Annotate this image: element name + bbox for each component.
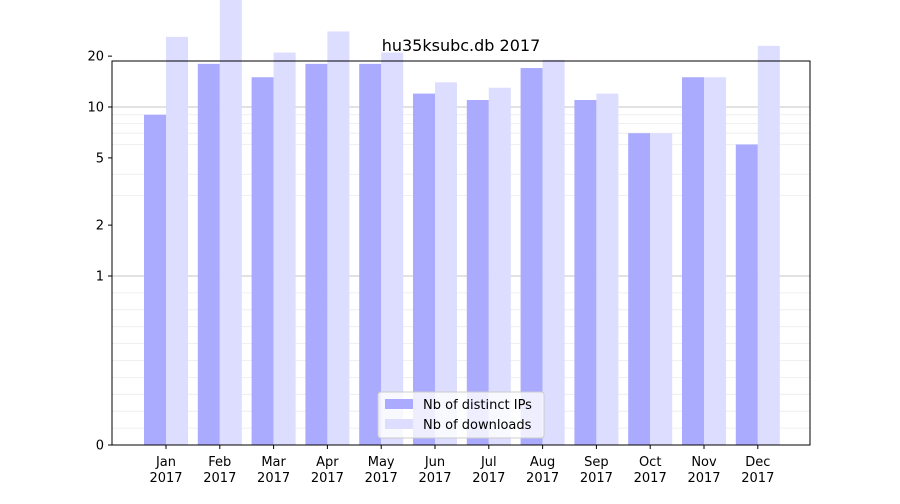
axes: 0125102050100Jan2017Feb2017Mar2017Apr201… [87,50,811,486]
y-tick-label: 5 [96,151,104,166]
legend-label: Nb of distinct IPs [423,398,532,413]
bar-distinct-ips [197,63,220,445]
legend-box [377,391,545,439]
bar-downloads [757,45,780,446]
bar-distinct-ips [359,63,382,445]
bar-distinct-ips [144,114,166,445]
bar-downloads [327,31,350,445]
bar-downloads [542,59,565,446]
bar-downloads [488,87,511,445]
x-tick-label: Feb 2017 [203,455,236,486]
legend-swatch [385,419,413,429]
x-tick-label: Jun 2017 [418,455,451,486]
plot-frame [111,60,811,446]
bar-distinct-ips [682,77,704,446]
y-tick-label: 2 [96,219,104,234]
bar-distinct-ips [305,63,328,445]
bar-downloads [219,0,242,445]
bar-downloads [166,36,188,445]
x-tick-label: Oct 2017 [634,455,667,486]
bars [144,0,780,446]
bar-downloads [273,52,296,445]
x-tick-label: Mar 2017 [257,455,290,486]
x-tick-label: Aug 2017 [526,455,559,486]
x-tick-label: May 2017 [365,455,398,486]
y-tick-label: 20 [87,50,104,65]
bar-downloads [596,93,619,445]
bar-distinct-ips [520,68,543,445]
bar-distinct-ips [413,93,435,445]
bar-distinct-ips [735,144,758,445]
bar-downloads [704,77,726,446]
x-tick-label: Jan 2017 [149,455,182,486]
bar-downloads [650,133,673,445]
legend-label: Nb of downloads [423,418,532,433]
bar-distinct-ips [574,100,597,445]
legend: Nb of distinct IPs Nb of downloads [377,391,545,439]
chart-title: hu35ksubc.db 2017 [382,36,541,55]
x-tick-label: Nov 2017 [687,455,720,486]
x-tick-label: Apr 2017 [311,455,344,486]
x-tick-label: Jul 2017 [472,455,505,486]
x-tick-label: Dec 2017 [741,455,774,486]
bar-downloads [381,52,404,445]
y-tick-label: 10 [87,101,104,116]
bar-distinct-ips [628,133,651,445]
y-tick-label: 1 [96,270,104,285]
x-tick-label: Sep 2017 [580,455,613,486]
legend-swatch [385,399,413,409]
bar-downloads [435,82,457,446]
y-tick-label: 0 [96,439,104,454]
bar-distinct-ips [251,77,274,446]
bar-distinct-ips [466,100,489,445]
